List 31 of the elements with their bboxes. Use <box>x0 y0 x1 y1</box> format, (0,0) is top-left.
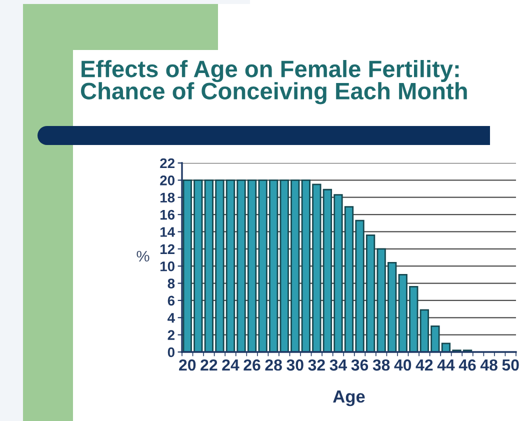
y-tick-label: 20 <box>160 176 174 186</box>
y-tick-label: 10 <box>160 261 174 272</box>
x-tick-label: 24 <box>222 359 240 371</box>
x-tick-label: 40 <box>394 359 412 371</box>
y-tick-label: 6 <box>168 296 175 306</box>
x-tick-label: 42 <box>416 359 433 371</box>
y-axis-title: % <box>136 250 150 262</box>
x-tick-label: 38 <box>372 359 390 371</box>
y-tick-label: 4 <box>168 313 175 323</box>
x-tick-label: 32 <box>308 359 325 371</box>
y-tick-label: 0 <box>168 347 174 358</box>
x-tick-label: 50 <box>502 359 519 371</box>
y-tick-label: 12 <box>160 244 174 254</box>
chart-title: Effects of Age on Female Fertility: Chance of Conceiving Each Month <box>80 60 467 104</box>
x-tick-label: 28 <box>265 359 282 371</box>
y-tick-label: 2 <box>168 330 174 340</box>
x-tick-label: 46 <box>458 359 476 371</box>
x-tick-label: 20 <box>179 359 196 371</box>
x-tick-label: 48 <box>480 359 498 371</box>
y-tick-label: 8 <box>168 278 175 288</box>
x-tick-label: 22 <box>200 359 218 371</box>
x-tick-label: 44 <box>437 360 455 371</box>
y-tick-label: 14 <box>160 227 175 237</box>
x-axis-title: Age <box>333 390 365 406</box>
y-tick-label: 22 <box>160 158 174 168</box>
x-tick-label: 26 <box>244 359 260 371</box>
y-tick-label: 16 <box>160 210 175 220</box>
y-tick-label: 18 <box>160 192 175 203</box>
x-tick-label: 36 <box>351 359 368 371</box>
x-tick-label: 34 <box>330 359 348 371</box>
x-tick-label: 30 <box>286 359 304 371</box>
